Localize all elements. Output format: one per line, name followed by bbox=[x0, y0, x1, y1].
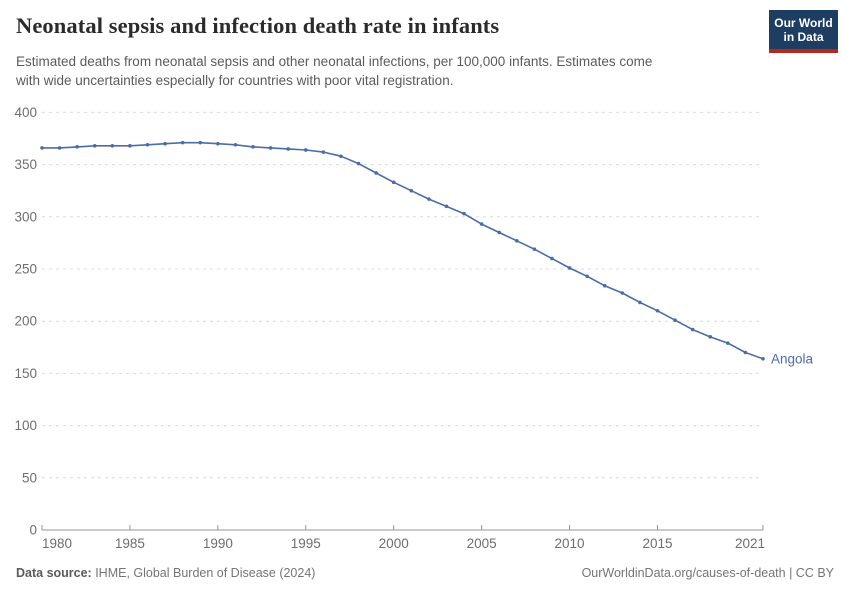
data-point[interactable] bbox=[321, 150, 326, 154]
x-tick-label: 2000 bbox=[379, 536, 409, 551]
data-point[interactable] bbox=[761, 356, 765, 361]
data-point[interactable] bbox=[497, 230, 502, 235]
y-tick-label: 250 bbox=[14, 262, 37, 277]
chart-footer: Data source: IHME, Global Burden of Dise… bbox=[16, 566, 834, 580]
data-point[interactable] bbox=[532, 247, 537, 251]
y-tick-label: 0 bbox=[29, 523, 37, 538]
chart-title: Neonatal sepsis and infection death rate… bbox=[16, 13, 500, 38]
x-tick-label: 1990 bbox=[203, 536, 233, 551]
data-point[interactable] bbox=[268, 146, 273, 150]
chart-subtitle-line1: Estimated deaths from neonatal sepsis an… bbox=[16, 54, 653, 69]
data-point[interactable] bbox=[57, 146, 62, 150]
data-point[interactable] bbox=[409, 188, 414, 193]
data-point[interactable] bbox=[40, 146, 44, 150]
owid-logo-red-bar bbox=[769, 49, 838, 53]
line-chart[interactable]: 0 50 100 150 200 250 300 350 400 1980 1985 1990 1995… bbox=[0, 95, 850, 560]
x-tick-label: 2005 bbox=[467, 536, 497, 551]
data-point[interactable] bbox=[92, 144, 97, 148]
owid-url-link[interactable]: OurWorldinData.org/causes-of-death | CC … bbox=[581, 566, 834, 580]
data-point[interactable] bbox=[110, 144, 115, 148]
data-point[interactable] bbox=[567, 266, 572, 270]
data-point[interactable] bbox=[462, 211, 466, 216]
y-tick-label: 50 bbox=[22, 470, 37, 485]
x-tick-label: 1980 bbox=[42, 536, 72, 551]
data-point[interactable] bbox=[145, 142, 150, 147]
owid-logo-line1: Our World bbox=[774, 16, 833, 30]
data-point[interactable] bbox=[708, 335, 713, 339]
y-gridlines bbox=[42, 111, 763, 479]
data-point[interactable] bbox=[163, 141, 167, 146]
data-point[interactable] bbox=[286, 147, 290, 151]
data-point[interactable] bbox=[515, 239, 519, 243]
y-tick-label: 400 bbox=[14, 105, 37, 120]
data-point[interactable] bbox=[128, 144, 132, 148]
data-point[interactable] bbox=[743, 350, 748, 355]
data-point[interactable] bbox=[479, 222, 484, 226]
data-point[interactable] bbox=[75, 145, 79, 149]
y-tick-label: 200 bbox=[14, 314, 37, 329]
owid-logo-text: Our World in Data bbox=[769, 10, 838, 49]
data-point[interactable] bbox=[233, 142, 238, 147]
series-line[interactable] bbox=[41, 141, 764, 360]
data-point[interactable] bbox=[339, 154, 343, 159]
data-point[interactable] bbox=[690, 327, 695, 332]
owid-logo[interactable]: Our World in Data bbox=[769, 10, 838, 53]
data-point[interactable] bbox=[638, 300, 642, 305]
data-point[interactable] bbox=[673, 318, 677, 322]
data-point[interactable] bbox=[374, 171, 378, 175]
x-axis: 1980 1985 1990 1995 2000 2005 2010 2015 2021 bbox=[41, 525, 765, 551]
data-point[interactable] bbox=[602, 283, 607, 288]
series-angola[interactable]: Angola bbox=[40, 140, 814, 366]
x-tick-label: 2015 bbox=[642, 536, 672, 551]
chart-subtitle: Estimated deaths from neonatal sepsis an… bbox=[16, 52, 756, 90]
data-point[interactable] bbox=[427, 197, 431, 201]
x-tick-label: 2010 bbox=[555, 536, 585, 551]
data-point[interactable] bbox=[585, 274, 589, 279]
owid-logo-line2: in Data bbox=[783, 30, 824, 44]
data-source-label: Data source: bbox=[16, 566, 92, 580]
chart-subtitle-line2: with wide uncertainties especially for c… bbox=[16, 73, 454, 88]
y-tick-label: 150 bbox=[14, 366, 37, 381]
y-axis-labels: 0 50 100 150 200 250 300 350 400 bbox=[14, 105, 37, 538]
x-tick-label: 1985 bbox=[115, 536, 145, 551]
data-point[interactable] bbox=[303, 148, 308, 152]
data-point[interactable] bbox=[198, 140, 203, 145]
x-tick-label: 2021 bbox=[735, 536, 765, 551]
data-point[interactable] bbox=[391, 180, 396, 185]
data-point[interactable] bbox=[356, 161, 361, 166]
data-point[interactable] bbox=[726, 341, 730, 345]
data-point[interactable] bbox=[444, 204, 449, 209]
y-tick-label: 100 bbox=[14, 418, 37, 433]
data-point[interactable] bbox=[216, 141, 220, 146]
data-point[interactable] bbox=[251, 145, 255, 149]
data-point[interactable] bbox=[620, 291, 625, 295]
y-tick-label: 300 bbox=[14, 209, 37, 224]
data-point[interactable] bbox=[180, 140, 185, 145]
data-source-text: IHME, Global Burden of Disease (2024) bbox=[91, 566, 316, 580]
entity-label-angola[interactable]: Angola bbox=[771, 351, 814, 366]
data-point[interactable] bbox=[655, 308, 660, 313]
data-source: Data source: IHME, Global Burden of Dise… bbox=[16, 566, 315, 580]
x-tick-label: 1995 bbox=[291, 536, 321, 551]
data-point[interactable] bbox=[550, 256, 554, 261]
y-tick-label: 350 bbox=[14, 157, 37, 172]
